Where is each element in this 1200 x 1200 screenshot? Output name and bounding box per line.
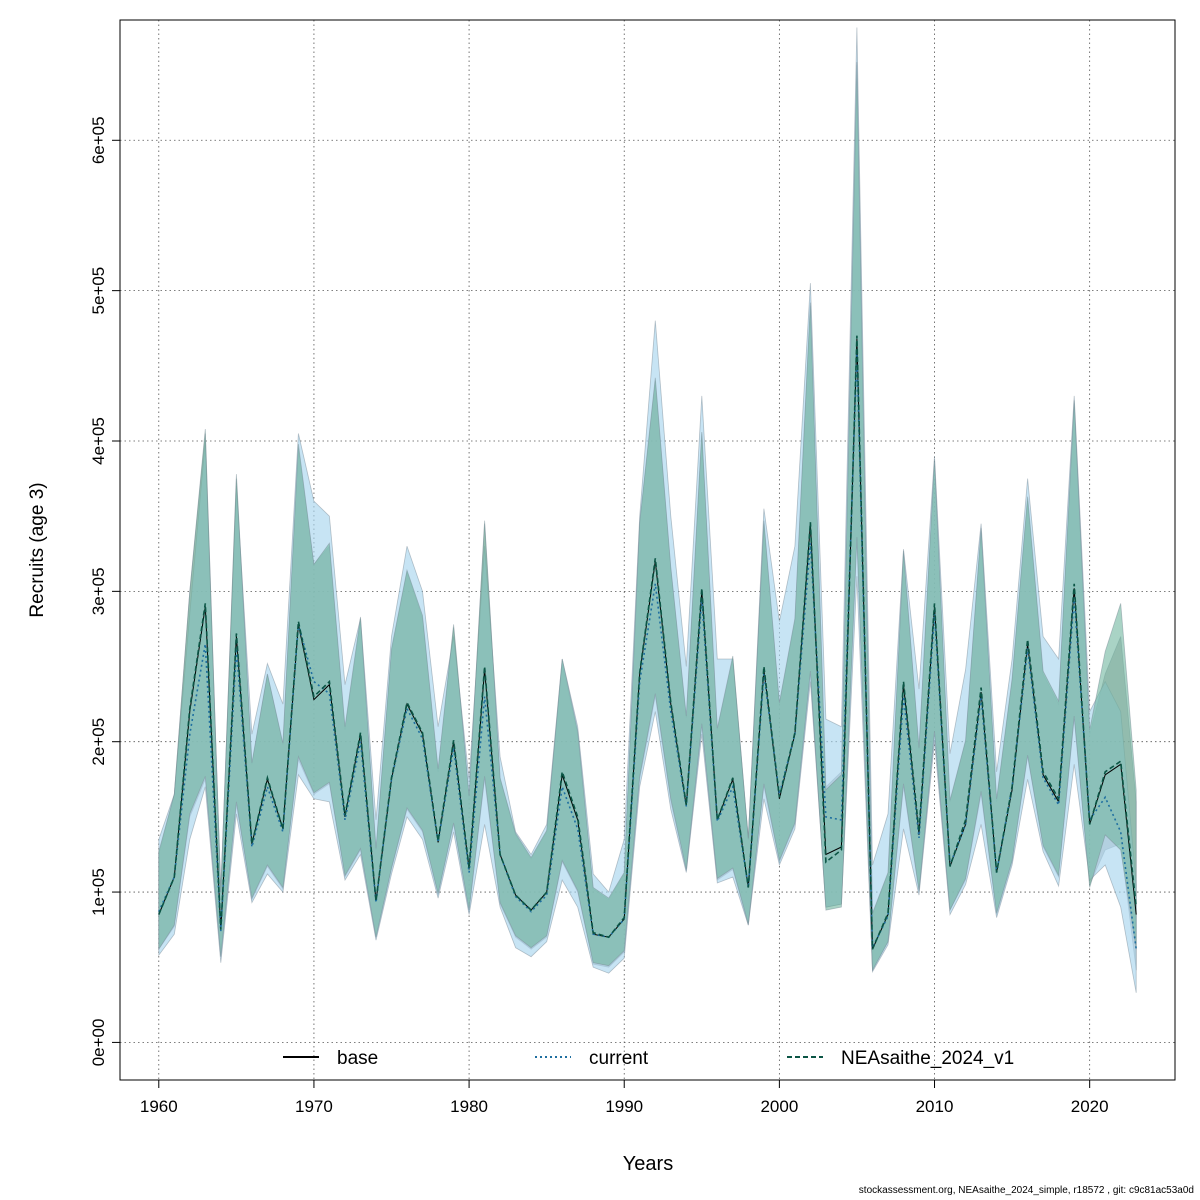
plot-frame <box>119 19 1176 1081</box>
footer-credit: stockassessment.org, NEAsaithe_2024_simp… <box>858 1185 1194 1196</box>
y-tick-label: 3e+05 <box>89 567 108 615</box>
y-tick-label: 0e+00 <box>89 1019 108 1067</box>
legend-label: NEAsaithe_2024_v1 <box>841 1048 1014 1069</box>
series-line-neasaithe <box>158 335 1137 950</box>
x-axis-title: Years <box>623 1153 673 1175</box>
y-axis: 0e+00 1e+05 2e+05 3e+05 4e+05 5e+05 6e+05 <box>89 116 120 1066</box>
legend-label: current <box>589 1048 649 1069</box>
y-tick-label: 6e+05 <box>89 116 108 164</box>
y-tick-label: 4e+05 <box>89 417 108 465</box>
series-lines <box>158 335 1137 950</box>
band-neasaithe <box>158 62 1137 972</box>
x-tick-label: 1960 <box>140 1097 178 1116</box>
x-tick-label: 1970 <box>295 1097 333 1116</box>
x-tick-label: 2000 <box>760 1097 798 1116</box>
y-tick-label: 1e+05 <box>89 868 108 916</box>
y-axis-title: Recruits (age 3) <box>27 482 48 617</box>
x-tick-label: 1990 <box>605 1097 643 1116</box>
x-tick-label: 2010 <box>916 1097 954 1116</box>
legend-label: base <box>337 1048 378 1069</box>
x-tick-label: 1980 <box>450 1097 488 1116</box>
y-tick-label: 2e+05 <box>89 718 108 766</box>
x-axis: 1960 1970 1980 1990 2000 2010 2020 <box>140 1080 1109 1116</box>
legend: base current NEAsaithe_2024_v1 <box>283 1048 1014 1069</box>
x-tick-label: 2020 <box>1071 1097 1109 1116</box>
confidence-bands <box>158 27 1137 993</box>
y-tick-label: 5e+05 <box>89 267 108 315</box>
